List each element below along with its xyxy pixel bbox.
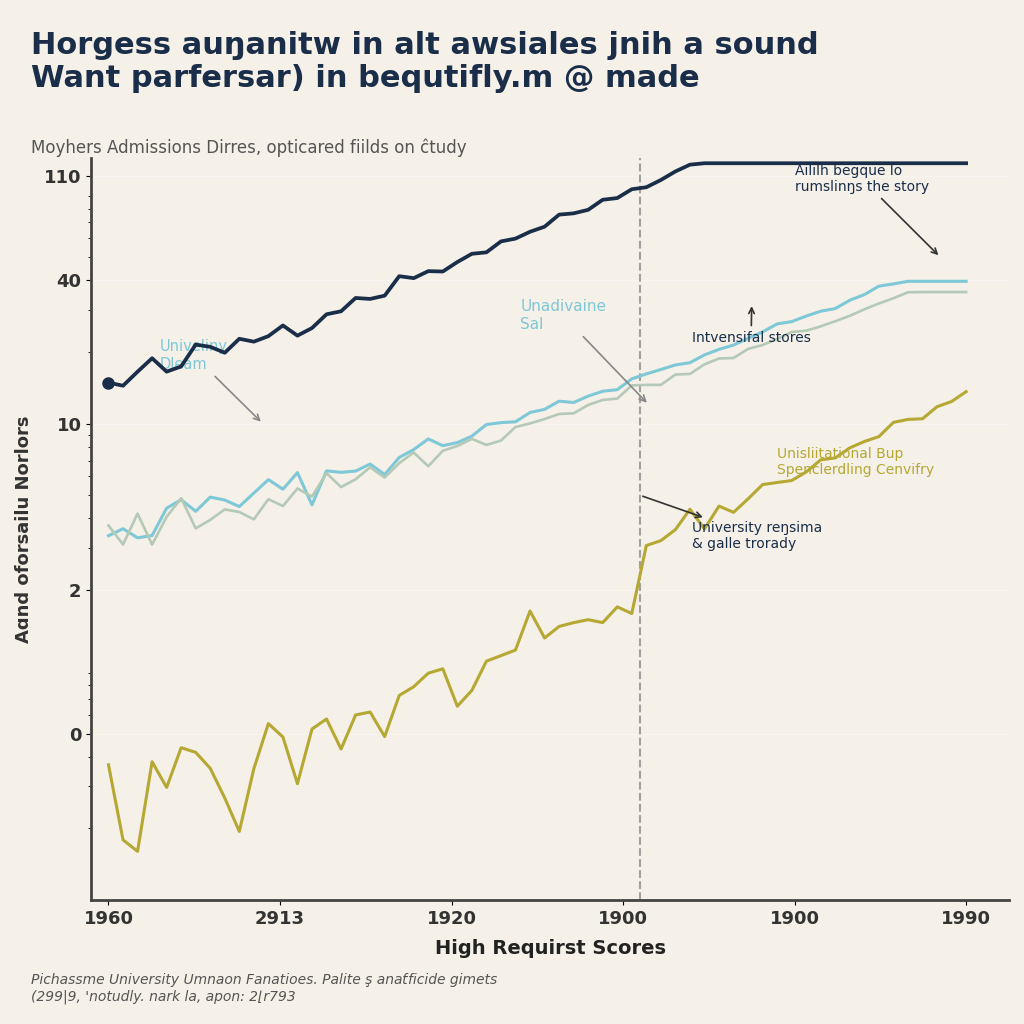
Text: Horgess auŋanitw in alt awsiales jnih a sound
Want parfersar) in bequtifly.m @ m: Horgess auŋanitw in alt awsiales jnih a … [31, 31, 818, 93]
Text: Unisliitational Bup
Spenclerdling Cenvifry: Unisliitational Bup Spenclerdling Cenvif… [777, 446, 935, 477]
Y-axis label: Aɑnd oforsailu Norlors: Aɑnd oforsailu Norlors [15, 416, 33, 643]
Text: Univeliny
Dleam: Univeliny Dleam [160, 339, 259, 421]
Text: Intvensifal stores: Intvensifal stores [691, 308, 811, 345]
X-axis label: High Requirst Scores: High Requirst Scores [434, 939, 666, 957]
Text: Moyhers Admissions Dirres, opticared fiilds on ĉtudy: Moyhers Admissions Dirres, opticared fii… [31, 138, 466, 157]
Text: Pichassme University Umnaon Fanatioes. Palite ş anaƭficide gimets
(299|9, 'notud: Pichassme University Umnaon Fanatioes. P… [31, 973, 497, 1004]
Text: Aililh begque lo
rumslinŋs the story: Aililh begque lo rumslinŋs the story [795, 164, 937, 254]
Text: University reŋsima
& galle trorady: University reŋsima & galle trorady [643, 497, 822, 551]
Text: Unadivaine
Sal: Unadivaine Sal [520, 299, 645, 401]
